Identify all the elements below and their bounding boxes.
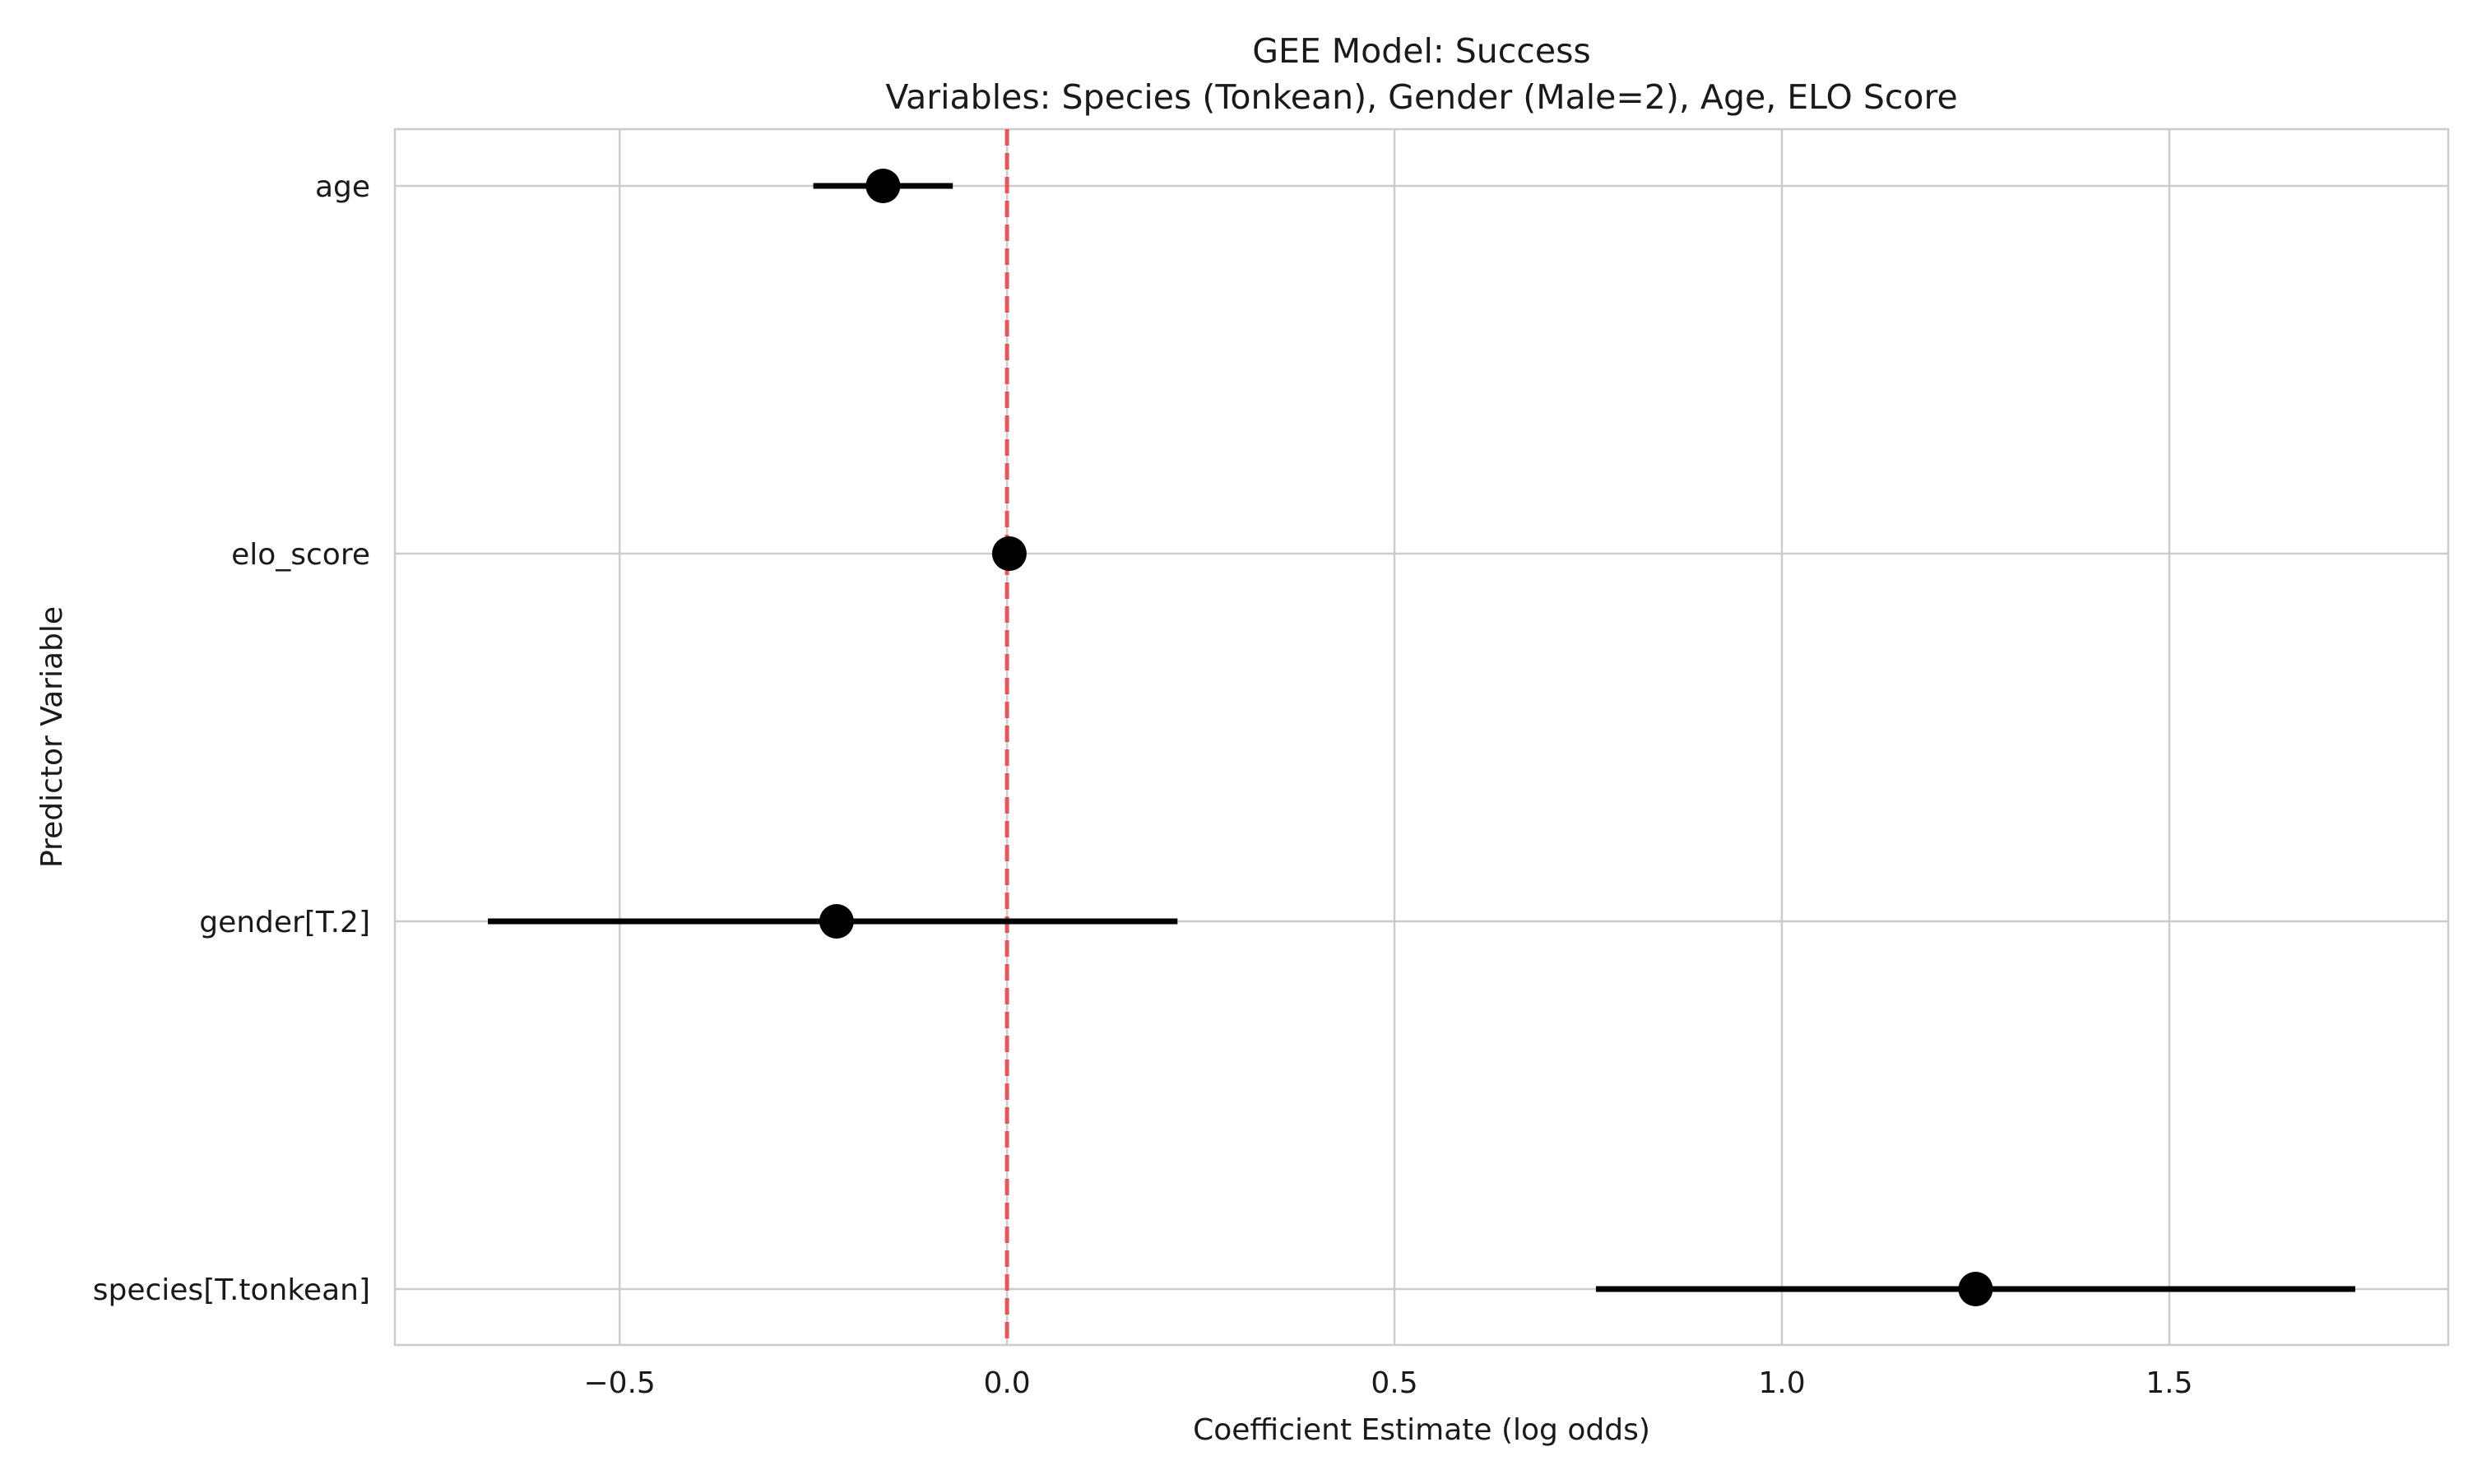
coefficient-point <box>865 169 901 203</box>
coefficient-point <box>1958 1272 1993 1306</box>
y-tick-labels: age elo_score gender[T.2] species[T.tonkean… <box>93 170 370 1307</box>
y-tick-label: age <box>315 170 370 204</box>
x-tick-label: 1.0 <box>1758 1366 1805 1400</box>
y-axis-label: Predictor Variable <box>35 606 69 868</box>
x-tick-label: 0.5 <box>1371 1366 1417 1400</box>
y-tick-label: elo_score <box>231 538 370 572</box>
x-axis-label: Coefficient Estimate (log odds) <box>1193 1413 1650 1447</box>
plot-area <box>393 128 2450 1347</box>
x-tick-label: 1.5 <box>2146 1366 2192 1400</box>
y-tick-label: species[T.tonkean] <box>93 1273 370 1307</box>
coefficient-point <box>991 536 1027 571</box>
y-tick-label: gender[T.2] <box>199 906 370 939</box>
x-tick-label: 0.0 <box>983 1366 1030 1400</box>
chart-title: GEE Model: Success <box>1252 31 1591 71</box>
chart-subtitle: Variables: Species (Tonkean), Gender (Ma… <box>885 77 1957 117</box>
x-tick-label: −0.5 <box>583 1366 655 1400</box>
data-marks <box>488 169 2355 1306</box>
coefficient-point <box>819 904 854 939</box>
x-tick-labels: −0.5 0.0 0.5 1.0 1.5 <box>583 1366 2192 1400</box>
